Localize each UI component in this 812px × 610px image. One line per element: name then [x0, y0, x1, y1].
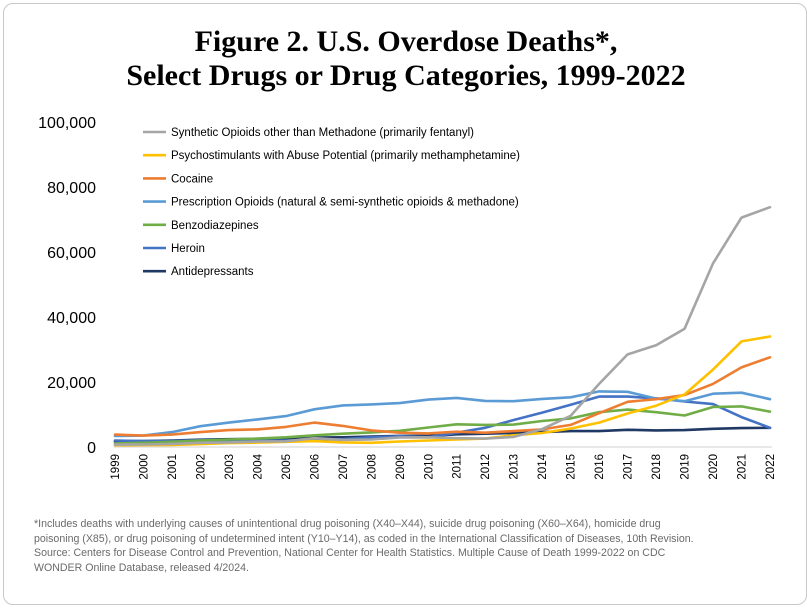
- x-tick-label: 2004: [252, 453, 264, 479]
- footnote-line: *Includes deaths with underlying causes …: [34, 518, 661, 530]
- legend-label: Synthetic Opioids other than Methadone (…: [171, 127, 474, 139]
- series-line: [113, 205, 772, 446]
- footnote-line: Source: Centers for Disease Control and …: [34, 547, 666, 560]
- x-tick-label: 2017: [623, 454, 635, 480]
- x-tick-label: 2002: [195, 454, 207, 480]
- chart-title-line-1: Figure 2. U.S. Overdose Deaths*,: [194, 25, 618, 58]
- x-tick-label: 2015: [566, 454, 578, 480]
- x-tick-label: 2021: [737, 454, 749, 480]
- y-tick-label: 20,000: [47, 375, 96, 392]
- x-tick-label: 2005: [281, 454, 293, 480]
- x-tick-label: 2019: [680, 454, 692, 480]
- y-tick-label: 100,000: [38, 115, 96, 132]
- footnote: *Includes deaths with underlying causes …: [34, 517, 794, 575]
- x-tick-label: 2006: [309, 454, 321, 480]
- legend-label: Cocaine: [171, 173, 213, 185]
- footnote-line: poisoning (X85), or drug poisoning of un…: [34, 532, 694, 545]
- series-line: [113, 355, 772, 437]
- y-tick-label: 60,000: [47, 245, 96, 262]
- y-tick-label: 0: [87, 440, 96, 457]
- legend-label: Antidepressants: [171, 266, 254, 278]
- x-tick-label: 2011: [452, 454, 464, 479]
- footnote-line: WONDER Online Database, released 4/2024.: [34, 561, 249, 574]
- x-tick-label: 2000: [138, 454, 150, 480]
- y-tick-label: 40,000: [47, 310, 96, 327]
- figure-frame: [3, 3, 807, 605]
- x-tick-label: 2008: [366, 454, 378, 480]
- x-tick-label: 1999: [110, 454, 122, 480]
- x-tick-label: 2013: [509, 454, 521, 480]
- x-tick-label: 2018: [651, 454, 663, 480]
- legend-label: Benzodiazepines: [171, 220, 259, 232]
- chart-title-line-2: Select Drugs or Drug Categories, 1999-20…: [126, 59, 686, 92]
- x-tick-label: 2020: [708, 454, 720, 480]
- x-tick-label: 2001: [167, 454, 179, 480]
- x-tick-label: 2009: [395, 454, 407, 480]
- series-line: [113, 395, 772, 443]
- legend-label: Psychostimulants with Abuse Potential (p…: [171, 150, 520, 162]
- legend-label: Prescription Opioids (natural & semi-syn…: [171, 197, 519, 209]
- x-tick-label: 2012: [480, 454, 492, 480]
- series-line: [113, 405, 772, 445]
- x-tick-label: 2010: [423, 454, 435, 480]
- x-tick-label: 2014: [537, 453, 549, 479]
- legend-label: Heroin: [171, 243, 205, 255]
- x-tick-label: 2022: [765, 454, 777, 480]
- x-tick-label: 2007: [338, 454, 350, 480]
- series-line: [113, 335, 772, 447]
- y-tick-label: 80,000: [47, 180, 96, 197]
- x-tick-label: 2003: [224, 454, 236, 480]
- x-tick-label: 2016: [594, 454, 606, 480]
